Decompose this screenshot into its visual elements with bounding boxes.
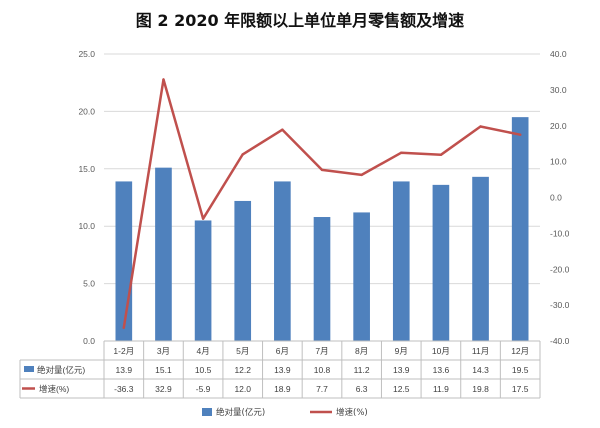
category-label: 9月: [395, 346, 408, 356]
left-tick-label: 25.0: [78, 49, 95, 59]
category-label: 6月: [276, 346, 289, 356]
line-value-label: 12.5: [393, 384, 410, 394]
bar: [313, 217, 331, 341]
line-value-label: 12.0: [234, 384, 251, 394]
bar-value-label: 14.3: [472, 365, 489, 375]
left-axis: 0.0 5.0 10.0 15.0 20.0 25.0: [78, 49, 95, 346]
bar-value-label: 15.1: [155, 365, 172, 375]
bar: [155, 167, 172, 341]
legend: 绝对量(亿元) 增速(%): [202, 407, 368, 418]
right-axis: -40.0 -30.0 -20.0 -10.0 0.0 10.0 20.0 30.0 40.0: [550, 49, 570, 346]
bar-value-label: 10.5: [195, 365, 212, 375]
right-tick-label: -30.0: [550, 300, 570, 310]
line-series: [122, 78, 522, 329]
chart-title: 图 2 2020 年限额以上单位单月零售额及增速: [136, 11, 464, 30]
bar: [274, 181, 291, 341]
line-value-label: 7.7: [316, 384, 328, 394]
bar: [472, 176, 489, 341]
bar-value-label: 13.9: [274, 365, 291, 375]
right-tick-label: 0.0: [550, 193, 562, 203]
table-row-header: 绝对量(亿元): [37, 365, 85, 375]
category-label: 12月: [511, 346, 529, 356]
bar-value-label: 19.5: [512, 365, 529, 375]
right-tick-label: 20.0: [550, 121, 567, 131]
table-bar-key: [24, 366, 34, 372]
line-point: [241, 153, 244, 156]
line-point: [281, 128, 284, 131]
bar-series: [115, 117, 529, 341]
line-value-label: 11.9: [433, 384, 449, 394]
bar-value-label: 13.9: [393, 365, 410, 375]
line-point: [439, 153, 443, 157]
left-tick-label: 20.0: [78, 106, 95, 116]
bar-value-label: 11.2: [354, 365, 370, 375]
category-label: 4月: [196, 346, 209, 356]
line-point: [320, 168, 324, 172]
legend-line-label: 增速(%): [336, 407, 368, 418]
line-value-label: 6.3: [356, 384, 368, 394]
category-label: 5月: [236, 346, 249, 356]
line-value-label: 19.8: [472, 384, 489, 394]
line-value-label: 17.5: [512, 384, 529, 394]
line-value-label: -5.9: [196, 384, 211, 394]
bar: [432, 184, 450, 341]
category-label: 7月: [315, 346, 328, 356]
data-table: 1-2月 13.9 -36.3 3月 15.1 32.9 4月 10.5 -5.9 5月 12.2 1…: [19, 340, 541, 399]
line-point: [360, 173, 363, 177]
category-label: 11月: [472, 346, 489, 356]
bar-value-label: 13.9: [116, 365, 133, 375]
legend-bar-label: 绝对量(亿元): [216, 407, 265, 418]
right-tick-label: -20.0: [550, 264, 570, 274]
legend-bar-swatch: [202, 408, 212, 416]
bar: [194, 220, 212, 341]
left-tick-label: 0.0: [83, 336, 95, 346]
category-label: 1-2月: [113, 346, 134, 356]
line-point: [122, 326, 126, 329]
line-value-label: -36.3: [114, 384, 134, 394]
line-point: [162, 78, 165, 81]
category-label: 8月: [355, 346, 368, 356]
line-point: [400, 151, 403, 154]
line-point: [518, 133, 522, 136]
bar-value-label: 10.8: [314, 365, 331, 375]
line-value-label: 18.9: [274, 384, 291, 394]
table-row-header: 增速(%): [39, 384, 69, 394]
line-point: [479, 125, 482, 128]
bar: [353, 212, 370, 341]
line-point: [201, 217, 205, 220]
bar-value-label: 13.6: [433, 365, 450, 375]
category-label: 10月: [432, 346, 450, 356]
bar: [511, 117, 529, 341]
line-value-label: 32.9: [155, 384, 172, 394]
right-tick-label: 30.0: [550, 85, 567, 95]
right-tick-label: -10.0: [550, 228, 570, 238]
right-tick-label: 40.0: [550, 49, 567, 59]
bar-value-label: 12.2: [234, 365, 251, 375]
right-tick-label: -40.0: [550, 336, 570, 346]
bar: [115, 181, 133, 341]
category-label: 3月: [157, 346, 170, 356]
bar: [234, 200, 252, 341]
bar: [392, 181, 410, 341]
left-tick-label: 5.0: [83, 279, 95, 289]
left-tick-label: 15.0: [78, 164, 95, 174]
right-tick-label: 10.0: [550, 157, 567, 167]
left-tick-label: 10.0: [78, 221, 95, 231]
